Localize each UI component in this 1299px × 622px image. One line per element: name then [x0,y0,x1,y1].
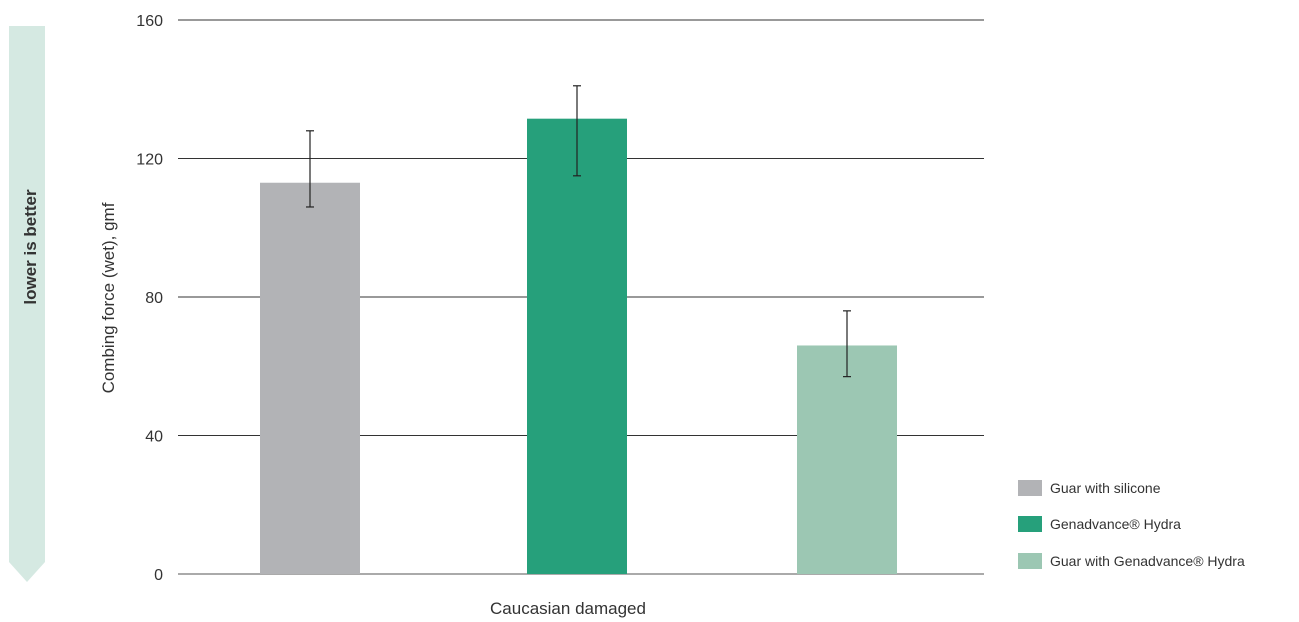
legend-label: Genadvance® Hydra [1050,516,1181,532]
bar [797,345,897,574]
y-axis-ticks: 0 40 80 120 160 [136,13,163,584]
bar [527,118,627,575]
lower-is-better-label: lower is better [21,189,40,305]
lower-is-better-arrow [9,26,45,582]
y-tick-label: 80 [145,290,163,307]
legend-label: Guar with silicone [1050,480,1161,496]
y-tick-label: 0 [154,567,163,584]
y-axis-title: Combing force (wet), gmf [99,202,118,393]
y-tick-label: 120 [136,152,163,169]
legend-swatch [1018,480,1042,496]
legend-swatch [1018,553,1042,569]
y-tick-label: 160 [136,13,163,30]
y-tick-label: 40 [145,429,163,446]
bar [260,182,360,575]
legend: Guar with silicone Genadvance® Hydra Guar … [1018,480,1245,569]
x-axis-title: Caucasian damaged [490,599,646,618]
bars [260,85,897,575]
legend-label: Guar with Genadvance® Hydra [1050,553,1245,569]
legend-swatch [1018,516,1042,532]
